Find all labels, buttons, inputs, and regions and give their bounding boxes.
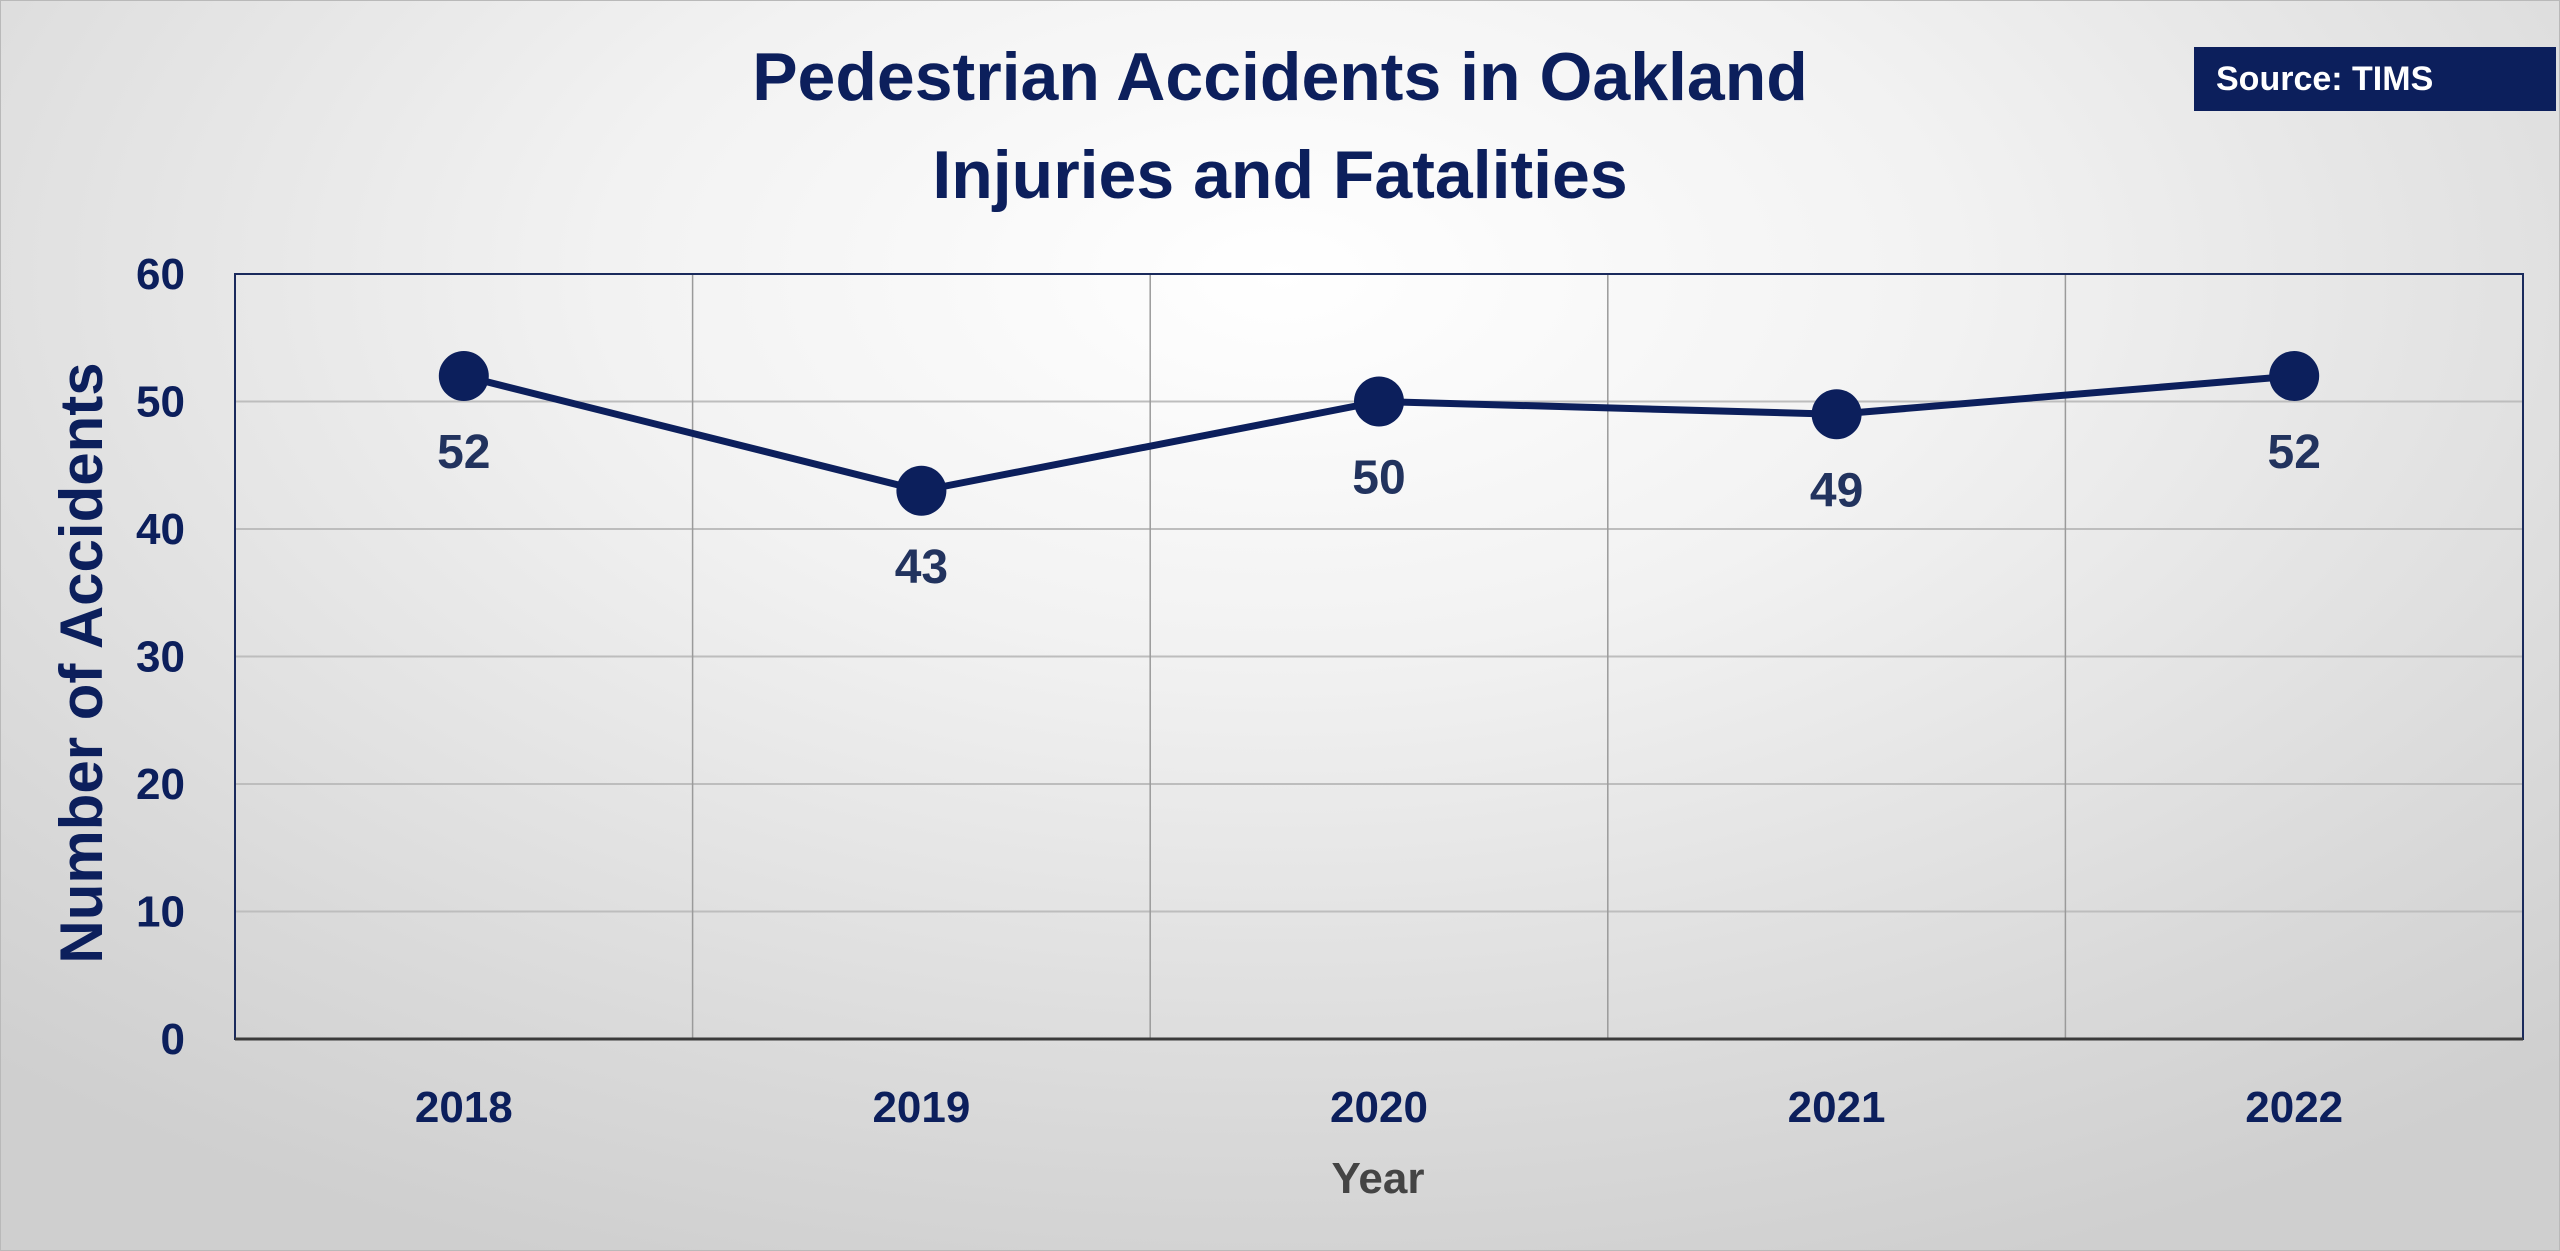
y-axis-label: Number of Accidents	[48, 362, 115, 963]
y-tick-label: 60	[136, 250, 185, 299]
x-tick-labels: 2018 2019 2020 2021 2022	[415, 1083, 2343, 1132]
y-tick-label: 20	[136, 760, 185, 809]
x-tick-label: 2020	[1330, 1083, 1428, 1132]
data-label: 52	[437, 426, 490, 479]
x-axis-label: Year	[1332, 1154, 1425, 1203]
y-tick-label: 10	[136, 888, 185, 937]
source-badge: Source: TIMS	[2194, 47, 2556, 111]
y-tick-labels: 0 10 20 30 40 50 60	[136, 250, 185, 1064]
y-tick-label: 40	[136, 505, 185, 554]
data-label: 52	[2268, 426, 2321, 479]
data-point-marker	[1354, 376, 1404, 427]
chart-title-line-2: Injuries and Fatalities	[932, 137, 1627, 213]
x-tick-label: 2018	[415, 1083, 513, 1132]
axes	[234, 273, 2524, 1041]
data-label: 43	[895, 541, 948, 594]
data-point-marker	[438, 351, 489, 401]
source-badge-text: Source: TIMS	[2216, 60, 2434, 98]
data-point-marker	[896, 465, 947, 516]
y-tick-label: 30	[136, 633, 185, 682]
data-point-marker	[2269, 351, 2320, 401]
data-labels: 52 43 50 49 52	[437, 426, 2321, 594]
chart-title-line-1: Pedestrian Accidents in Oakland	[752, 39, 1808, 115]
y-tick-label: 0	[161, 1015, 185, 1064]
data-point-marker	[1811, 389, 1862, 440]
data-label: 50	[1352, 452, 1405, 505]
x-tick-label: 2019	[872, 1083, 970, 1132]
x-tick-label: 2021	[1788, 1083, 1886, 1132]
y-tick-label: 50	[136, 378, 185, 427]
series-markers	[438, 351, 2320, 516]
data-label: 49	[1810, 464, 1863, 517]
x-tick-label: 2022	[2245, 1083, 2343, 1132]
